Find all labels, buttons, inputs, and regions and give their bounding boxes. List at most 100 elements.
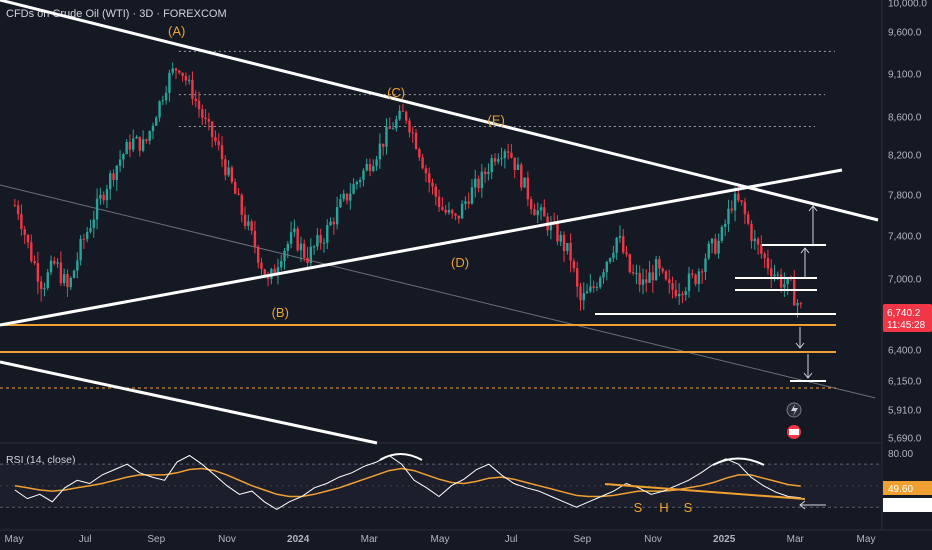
lower-channel-trendline	[0, 360, 378, 445]
candle-body	[148, 131, 151, 141]
candle-body	[378, 143, 382, 160]
candle-body	[115, 165, 118, 181]
candle-body	[779, 274, 783, 288]
candle-body	[717, 240, 720, 254]
candle-body	[668, 279, 671, 284]
candle-body	[263, 269, 266, 278]
candle-body	[730, 208, 733, 211]
candle-body	[490, 158, 493, 173]
candle-body	[464, 201, 467, 204]
candle-body	[454, 213, 457, 216]
wave-label-3: (D)	[451, 255, 469, 270]
candle-body	[395, 119, 398, 129]
candle-body	[618, 236, 622, 238]
candle-body	[309, 246, 313, 263]
candle-body	[56, 262, 59, 264]
wave-label-2: (C)	[387, 85, 405, 100]
candle-body	[171, 68, 174, 73]
candle-body	[69, 277, 72, 288]
candle-body	[786, 277, 789, 285]
candle-body	[322, 242, 326, 244]
candle-body	[362, 170, 365, 180]
candle-body	[599, 277, 602, 288]
candle-body	[151, 125, 155, 132]
candle-body	[381, 143, 385, 147]
y-tick-label: 7,800.0	[888, 191, 922, 202]
candle-body	[109, 173, 112, 190]
candle-body	[631, 272, 635, 274]
candle-body	[533, 209, 536, 216]
candle-body	[342, 193, 345, 200]
candle-body	[700, 271, 704, 273]
measure-arrow-down-1-head	[803, 372, 813, 379]
candle-body	[178, 70, 181, 73]
candle-body	[138, 136, 142, 151]
candle-body	[227, 167, 230, 176]
candle-body	[240, 194, 243, 215]
candle-body	[750, 223, 753, 242]
candle-body	[112, 173, 115, 181]
candle-body	[326, 225, 329, 243]
candle-body	[605, 261, 608, 273]
candle-body	[260, 262, 263, 270]
candle-body	[723, 223, 727, 227]
rsi-ma-badge	[883, 481, 932, 495]
y-tick-label: 8,600.0	[888, 113, 922, 124]
x-tick-label: Nov	[218, 534, 236, 545]
candle-body	[733, 193, 737, 211]
candle-body	[418, 148, 421, 158]
candle-body	[444, 209, 447, 213]
candle-body	[118, 159, 122, 166]
candle-body	[756, 238, 760, 245]
flag-icon-glyph	[789, 429, 799, 435]
candle-body	[355, 182, 359, 185]
rsi-title: RSI (14, close)	[6, 454, 76, 466]
candle-body	[510, 152, 513, 158]
candle-body	[358, 179, 362, 183]
candle-body	[589, 286, 592, 292]
candle-body	[747, 214, 750, 224]
candle-body	[770, 268, 773, 277]
candle-body	[483, 171, 487, 175]
candle-body	[763, 253, 766, 259]
candle-body	[82, 238, 86, 240]
candle-body	[187, 79, 191, 81]
candle-body	[132, 138, 135, 150]
y-tick-label: 8,200.0	[888, 151, 922, 162]
candle-body	[164, 92, 168, 101]
candle-body	[273, 268, 276, 274]
candle-body	[401, 110, 405, 112]
x-tick-label: Mar	[361, 534, 379, 545]
candle-body	[783, 284, 786, 288]
candle-body	[53, 260, 56, 264]
candle-body	[76, 260, 79, 271]
candle-body	[266, 277, 270, 279]
wave-label-1: (B)	[272, 305, 289, 320]
candle-body	[687, 273, 691, 292]
candle-body	[447, 209, 451, 213]
candle-body	[296, 228, 299, 251]
rsi-band	[0, 464, 882, 508]
candle-body	[293, 228, 296, 233]
wave-label-0: (A)	[168, 23, 185, 38]
candle-body	[411, 132, 414, 134]
x-tick-label: May	[431, 534, 450, 545]
candle-body	[122, 154, 125, 160]
candle-body	[66, 274, 69, 288]
candle-body	[349, 193, 352, 201]
candle-body	[141, 139, 145, 151]
candle-body	[365, 163, 368, 171]
candle-body	[214, 137, 217, 142]
candle-body	[503, 151, 507, 159]
candle-body	[36, 263, 40, 282]
x-tick-label: Sep	[147, 534, 165, 545]
candle-body	[681, 293, 684, 296]
last-price-label: 6,740.2	[887, 308, 921, 319]
candle-body	[335, 207, 339, 225]
candle-body	[312, 246, 316, 248]
candle-body	[233, 182, 237, 194]
candle-body	[539, 207, 543, 211]
candle-body	[523, 177, 526, 188]
candle-body	[105, 189, 109, 201]
